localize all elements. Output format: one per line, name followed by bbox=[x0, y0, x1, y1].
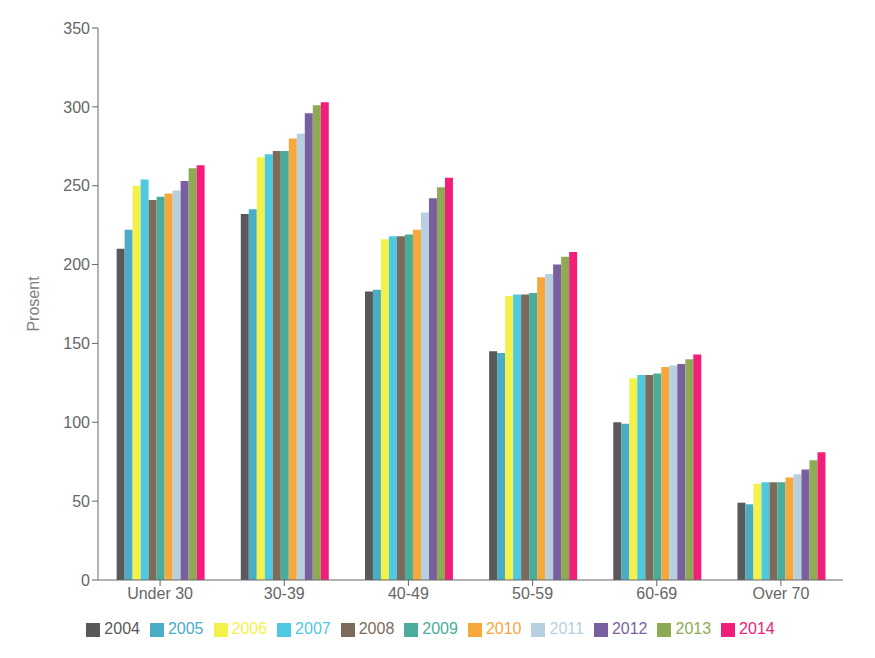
html-text:2014: 2014 bbox=[739, 620, 775, 637]
html-text:2007: 2007 bbox=[295, 620, 331, 637]
svg-text:Over 70: Over 70 bbox=[752, 585, 809, 602]
html-text:2004: 2004 bbox=[104, 620, 140, 637]
html-text:2013: 2013 bbox=[675, 620, 712, 637]
svg-text:50: 50 bbox=[72, 493, 90, 510]
html-text:2010: 2010 bbox=[485, 620, 522, 637]
svg-text:40-49: 40-49 bbox=[388, 585, 429, 602]
html-text:2008: 2008 bbox=[358, 620, 395, 637]
svg-text:50-59: 50-59 bbox=[512, 585, 553, 602]
svg-text:300: 300 bbox=[63, 99, 90, 116]
html-text:2011: 2011 bbox=[549, 620, 584, 637]
svg-text:350: 350 bbox=[63, 20, 90, 37]
svg-text:Prosent: Prosent bbox=[25, 276, 42, 332]
svg-text:30-39: 30-39 bbox=[264, 585, 305, 602]
svg-text:100: 100 bbox=[63, 414, 90, 431]
svg-text:0: 0 bbox=[81, 572, 90, 589]
svg-text:60-69: 60-69 bbox=[636, 585, 677, 602]
html-text:2009: 2009 bbox=[422, 620, 458, 637]
svg-text:Under 30: Under 30 bbox=[127, 585, 193, 602]
html-text:2006: 2006 bbox=[231, 620, 268, 637]
svg-text:150: 150 bbox=[63, 335, 90, 352]
svg-text:200: 200 bbox=[63, 256, 90, 273]
html-text:2005: 2005 bbox=[167, 620, 204, 637]
html-text:2012: 2012 bbox=[611, 620, 648, 637]
svg-text:250: 250 bbox=[63, 177, 90, 194]
